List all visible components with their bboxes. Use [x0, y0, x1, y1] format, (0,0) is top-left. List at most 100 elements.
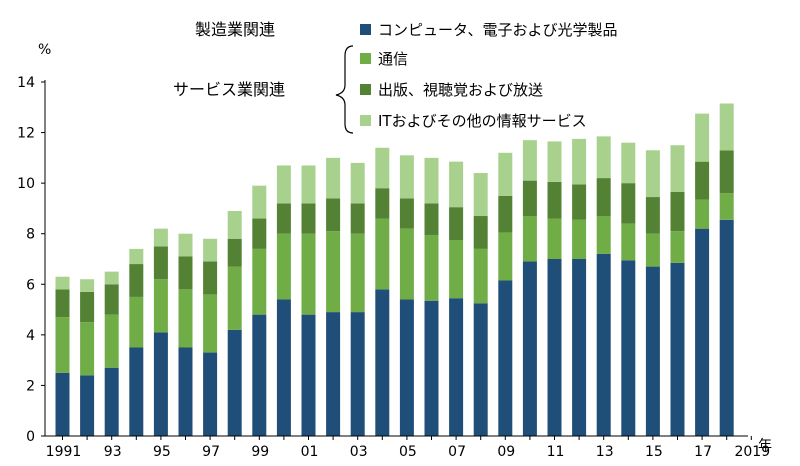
bar-segment-2018-series-3 [719, 103, 734, 151]
bar-segment-2007-series-0 [449, 298, 464, 436]
bar-segment-2002-series-3 [326, 157, 341, 199]
legend: 製造業関連 サービス業関連 コンピュータ、電子および光学製品 通信 出版、視聴覚… [173, 20, 618, 134]
bar-segment-2015-series-3 [645, 150, 660, 198]
bar-segment-2016-series-1 [670, 231, 685, 263]
y-tick-label: 4 [26, 328, 35, 344]
bar-segment-1999-series-3 [252, 185, 267, 219]
bar-segment-2012-series-0 [572, 259, 587, 436]
bar-segment-1991-series-2 [55, 289, 70, 318]
x-tick-label: 2019 [734, 444, 770, 460]
bar-segment-2005-series-1 [399, 228, 414, 300]
x-tick-label: 03 [350, 444, 368, 460]
bar-segment-1994-series-0 [129, 347, 144, 436]
bar-segment-2004-series-3 [375, 147, 390, 189]
bar-segment-1993-series-3 [104, 271, 119, 285]
bar-segment-1999-series-2 [252, 218, 267, 249]
bar-segment-1996-series-3 [178, 233, 193, 257]
bar-segment-2002-series-1 [326, 231, 341, 313]
bar-segment-1992-series-3 [80, 279, 95, 292]
bar-segment-2018-series-1 [719, 193, 734, 220]
bar-segment-2001-series-1 [301, 233, 316, 315]
bar-segment-2005-series-2 [399, 198, 414, 229]
bar-segment-2007-series-3 [449, 161, 464, 208]
x-tick-labels: 1991 93 95 97 99 01 03 05 07 09 11 13 15 17 2019 [46, 436, 770, 460]
x-tick-label: 13 [596, 444, 614, 460]
bar-segment-2006-series-1 [424, 234, 439, 301]
y-tick-label: 12 [17, 126, 35, 142]
x-tick-label: 93 [104, 444, 122, 460]
bar-segment-2005-series-0 [399, 299, 414, 436]
bar-segment-2015-series-0 [645, 266, 660, 436]
x-tick-label: 01 [301, 444, 319, 460]
bar-segment-1994-series-2 [129, 264, 144, 297]
bar-segment-1997-series-2 [203, 261, 218, 295]
bar-segment-2011-series-2 [547, 181, 562, 219]
bar-segment-2012-series-3 [572, 138, 587, 185]
bar-segment-2000-series-0 [276, 299, 291, 436]
x-tick-label: 97 [202, 444, 220, 460]
bar-segment-2004-series-1 [375, 218, 390, 290]
bars-layer [55, 103, 734, 436]
bar-segment-2000-series-1 [276, 233, 291, 300]
bar-segment-2008-series-1 [473, 248, 488, 304]
bar-segment-2009-series-0 [498, 280, 513, 436]
bar-segment-2016-series-0 [670, 262, 685, 436]
bar-segment-1994-series-1 [129, 296, 144, 348]
bar-segment-2006-series-2 [424, 203, 439, 235]
bar-segment-2003-series-2 [350, 203, 365, 234]
bar-segment-1998-series-3 [227, 210, 242, 239]
y-tick-label: 0 [26, 429, 35, 445]
legend-swatch-telecom [360, 53, 371, 64]
bar-segment-2004-series-2 [375, 188, 390, 219]
bar-segment-1998-series-2 [227, 238, 242, 267]
bar-segment-2018-series-2 [719, 150, 734, 194]
bar-segment-2013-series-3 [596, 136, 611, 179]
y-tick-label: 8 [26, 227, 35, 243]
bar-segment-2016-series-3 [670, 145, 685, 192]
bar-segment-2012-series-1 [572, 219, 587, 259]
bar-segment-1998-series-0 [227, 329, 242, 436]
bar-segment-1996-series-1 [178, 289, 193, 348]
bar-segment-1993-series-1 [104, 314, 119, 368]
bar-segment-2002-series-2 [326, 198, 341, 232]
legend-swatch-publishing [360, 84, 371, 95]
x-tick-label: 05 [399, 444, 417, 460]
bar-segment-2011-series-0 [547, 259, 562, 436]
bar-segment-2011-series-1 [547, 218, 562, 259]
bar-segment-1999-series-0 [252, 314, 267, 436]
bar-segment-2009-series-2 [498, 195, 513, 233]
bar-segment-1992-series-0 [80, 375, 95, 436]
bar-segment-2005-series-3 [399, 155, 414, 199]
bar-segment-1994-series-3 [129, 248, 144, 265]
bar-segment-1991-series-3 [55, 276, 70, 290]
legend-swatch-computers [360, 24, 371, 35]
bar-segment-2003-series-1 [350, 233, 365, 313]
bar-segment-1996-series-2 [178, 256, 193, 290]
y-axis-unit: % [38, 42, 51, 58]
bar-segment-2010-series-1 [522, 216, 537, 262]
bar-segment-2015-series-1 [645, 233, 660, 267]
bar-segment-1993-series-0 [104, 367, 119, 436]
bar-segment-2018-series-0 [719, 219, 734, 436]
bar-segment-2006-series-0 [424, 300, 439, 436]
bar-segment-2017-series-1 [695, 199, 710, 229]
bar-segment-2002-series-0 [326, 312, 341, 436]
bar-segment-2017-series-2 [695, 161, 710, 200]
bar-segment-1997-series-1 [203, 294, 218, 353]
x-tick-label: 99 [251, 444, 269, 460]
legend-label-computers: コンピュータ、電子および光学製品 [378, 21, 618, 39]
bar-segment-2010-series-0 [522, 261, 537, 436]
bar-segment-2008-series-0 [473, 303, 488, 436]
bar-segment-2009-series-1 [498, 232, 513, 281]
bar-segment-2004-series-0 [375, 289, 390, 436]
bar-segment-2007-series-1 [449, 240, 464, 299]
legend-label-it-services: ITおよびその他の情報サービス [378, 112, 587, 130]
x-tick-label: 15 [645, 444, 663, 460]
bar-segment-1992-series-2 [80, 291, 95, 323]
bar-segment-2001-series-0 [301, 314, 316, 436]
y-tick-label: 2 [26, 378, 35, 394]
bar-segment-2016-series-2 [670, 191, 685, 232]
x-tick-label: 95 [153, 444, 171, 460]
bar-segment-2000-series-2 [276, 203, 291, 234]
